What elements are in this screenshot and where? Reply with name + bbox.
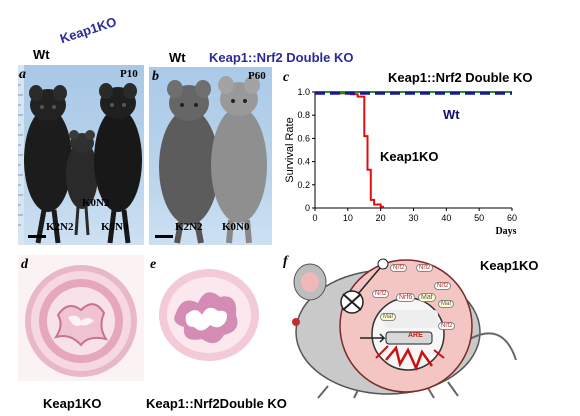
adult-mice-illustration [155, 76, 267, 244]
panel-d-letter: d [21, 257, 28, 272]
mouse-cell-diagram [292, 258, 517, 399]
diagram-are-label: ARE [408, 332, 423, 339]
y-axis-label: Survival Rate [284, 117, 296, 182]
panel-b-letter: b [152, 69, 159, 84]
panel-a-photo [18, 65, 144, 245]
panel-a-keap1ko-label: Keap1KO [58, 13, 119, 47]
x-tick-label: 50 [474, 213, 484, 223]
panel-b-wt-label: Wt [169, 50, 186, 65]
x-tick-label: 0 [312, 213, 317, 223]
y-tick-label: 0.6 [297, 133, 310, 143]
panel-b-genotype-k0n0: K0N0 [222, 221, 250, 233]
x-tick-label: 10 [343, 213, 353, 223]
diagram-bubble-nrf2-3: Nrf2 [372, 290, 390, 298]
panel-e-letter: e [150, 257, 157, 272]
y-tick-label: 1.0 [297, 87, 310, 97]
esophagus-section-d [25, 265, 137, 377]
panel-a-genotype-k0n2: K0N2 [82, 197, 110, 209]
panel-a-age: P10 [120, 68, 138, 80]
panel-f-letter: f [283, 254, 288, 269]
panel-d-histology [18, 255, 144, 381]
x-tick-label: 40 [441, 213, 451, 223]
diagram-bubble-nrf2-1: Nrf2 [390, 264, 408, 272]
panel-a-genotype-k0n0: K0N0 [101, 221, 129, 233]
panel-a-letter: a [19, 67, 26, 82]
x-axis-label: Days [495, 226, 516, 237]
panel-b-genotype-k2n2: K2N2 [175, 221, 203, 233]
panel-b-age: P60 [248, 70, 266, 82]
y-tick-label: 0.4 [297, 157, 310, 167]
x-tick-label: 60 [507, 213, 517, 223]
panel-e-caption: Keap1::Nrf2Double KO [146, 396, 287, 411]
diagram-bubble-nrf2-2: Nrf2 [416, 264, 434, 272]
y-tick-label: 0 [305, 203, 310, 213]
panel-c-title: Keap1::Nrf2 Double KO [388, 70, 533, 85]
panel-a-genotype-k2n2: K2N2 [46, 221, 74, 233]
esophagus-section-e [159, 269, 259, 361]
panel-b-photo [149, 67, 272, 245]
panel-c-letter: c [283, 70, 290, 85]
series-line-2 [315, 91, 384, 208]
x-tick-label: 20 [376, 213, 386, 223]
diagram-bubble-maf-1: Maf [418, 293, 436, 302]
diagram-bubble-maf-2: Maf [438, 300, 455, 308]
x-tick-label: 30 [408, 213, 418, 223]
diagram-bubble-maf-3: Maf [380, 313, 397, 321]
chart-wt-label: Wt [443, 107, 460, 122]
panel-e-histology [146, 255, 272, 381]
panel-d-caption: Keap1KO [43, 396, 102, 411]
y-tick-label: 0.8 [297, 110, 310, 120]
survival-chart: 0 10 20 30 40 50 60 0 0.2 0.4 0.6 0.8 1.0 Days Surviva… [284, 87, 517, 237]
panel-f-label: Keap1KO [480, 258, 539, 273]
diagram-bubble-nrf2-4: Nrf2 [434, 282, 452, 290]
panel-a-wt-label: Wt [33, 47, 50, 62]
diagram-bubble-nrf2-5: Nrf2 [438, 322, 456, 330]
panel-b-double-ko-label: Keap1::Nrf2 Double KO [209, 50, 354, 65]
chart-keap1ko-label: Keap1KO [380, 149, 439, 164]
mice-illustration [18, 65, 142, 245]
y-tick-label: 0.2 [297, 180, 310, 190]
diagram-bubble-nrf6: Nrf6 [396, 293, 416, 302]
